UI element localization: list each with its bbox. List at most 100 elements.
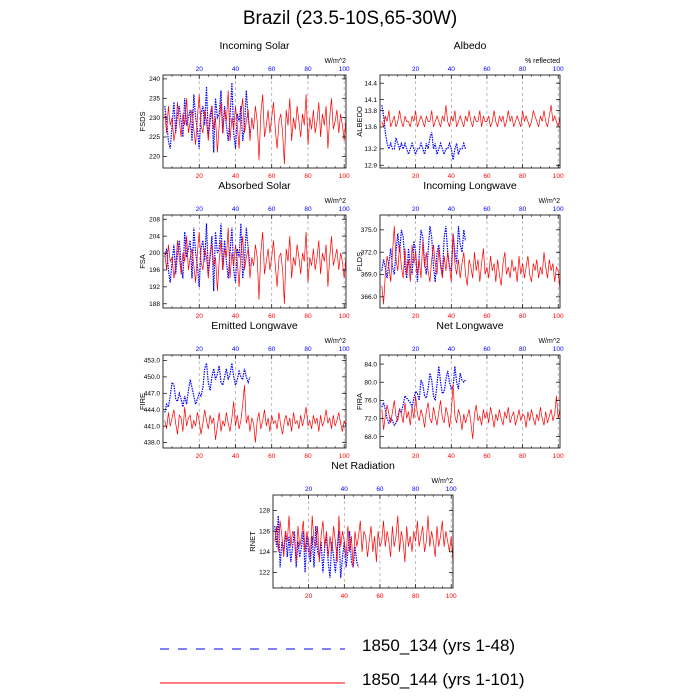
series-line-1850-144 xyxy=(381,226,561,305)
y-tick-label: 372.0 xyxy=(361,249,378,256)
y-axis-label: FSDS xyxy=(138,111,147,131)
panel-units: % reflected xyxy=(525,58,560,65)
y-axis-label: FSA xyxy=(138,254,147,269)
y-tick-label: 369.0 xyxy=(361,272,378,279)
y-tick-label: 200 xyxy=(149,250,160,257)
y-tick-label: 14.4 xyxy=(364,80,377,87)
x-tick-label-top: 40 xyxy=(232,206,240,213)
panel-title: Net Radiation xyxy=(331,460,395,472)
x-tick-label-top: 100 xyxy=(339,66,350,73)
x-tick-label-top: 20 xyxy=(196,66,204,73)
y-tick-label: 366.0 xyxy=(361,294,378,301)
plot-frame xyxy=(379,74,561,169)
x-tick-label-bottom: 40 xyxy=(341,593,349,600)
series-line-1850-134 xyxy=(164,363,251,413)
legend-entry-1850-134: 1850_134 (yrs 1-48) xyxy=(160,636,580,660)
y-tick-label: 240 xyxy=(149,76,160,83)
series-line-1850-144 xyxy=(164,385,347,443)
y-axis-label: FIRA xyxy=(355,393,364,410)
x-tick-label-bottom: 60 xyxy=(268,313,276,320)
x-tick-label-bottom: 100 xyxy=(553,453,564,460)
series-line-1850-144 xyxy=(274,515,454,568)
y-tick-label: 208 xyxy=(149,216,160,223)
plot-frame xyxy=(379,354,561,449)
y-tick-label: 80.0 xyxy=(364,379,377,386)
y-tick-label: 220 xyxy=(149,154,160,161)
x-tick-label-top: 100 xyxy=(446,486,457,493)
x-tick-label-bottom: 20 xyxy=(412,173,420,180)
x-tick-label-top: 80 xyxy=(412,486,420,493)
panel-units: W/m^2 xyxy=(431,478,453,485)
x-tick-label-top: 40 xyxy=(341,486,349,493)
x-tick-label-bottom: 60 xyxy=(483,173,491,180)
y-tick-label: 13.6 xyxy=(364,124,377,131)
x-tick-label-bottom: 60 xyxy=(268,173,276,180)
x-tick-label-bottom: 60 xyxy=(483,313,491,320)
panel-title: Net Longwave xyxy=(436,320,503,332)
y-tick-label: 441.0 xyxy=(144,423,161,430)
x-tick-label-top: 60 xyxy=(376,486,384,493)
plot-frame xyxy=(162,354,347,449)
x-tick-label-bottom: 40 xyxy=(232,313,240,320)
series-line-1850-134 xyxy=(381,105,467,160)
x-tick-label-bottom: 100 xyxy=(339,173,350,180)
x-tick-label-top: 40 xyxy=(232,66,240,73)
series-line-1850-144 xyxy=(164,227,347,304)
x-tick-label-bottom: 20 xyxy=(412,453,420,460)
x-tick-label-top: 60 xyxy=(483,206,491,213)
y-tick-label: 438.0 xyxy=(144,440,161,447)
x-tick-label-bottom: 100 xyxy=(339,453,350,460)
x-tick-label-bottom: 80 xyxy=(304,453,312,460)
panel-title: Absorbed Solar xyxy=(218,180,291,192)
y-tick-label: 13.8 xyxy=(364,108,377,115)
y-tick-label: 68.0 xyxy=(364,434,377,441)
y-tick-label: 76.0 xyxy=(364,398,377,405)
x-tick-label-bottom: 20 xyxy=(412,313,420,320)
y-tick-label: 375.0 xyxy=(361,227,378,234)
y-axis-label: ALBEDO xyxy=(355,106,364,137)
x-tick-label-top: 60 xyxy=(483,66,491,73)
y-tick-label: 12.9 xyxy=(364,162,377,169)
panel-units: W/m^2 xyxy=(324,198,346,205)
y-tick-label: 84.0 xyxy=(364,361,377,368)
y-tick-label: 453.0 xyxy=(144,358,161,365)
x-tick-label-top: 60 xyxy=(483,346,491,353)
y-axis-label: RNET xyxy=(248,531,257,552)
x-tick-label-top: 40 xyxy=(448,66,456,73)
panel-title: Emitted Longwave xyxy=(211,320,298,332)
x-tick-label-bottom: 20 xyxy=(196,173,204,180)
y-axis-label: FIRE xyxy=(138,393,147,410)
x-tick-label-bottom: 20 xyxy=(196,453,204,460)
panel-units: W/m^2 xyxy=(324,338,346,345)
series-line-1850-144 xyxy=(164,90,347,165)
y-tick-label: 225 xyxy=(149,134,160,141)
x-tick-label-bottom: 80 xyxy=(304,173,312,180)
y-tick-label: 235 xyxy=(149,95,160,102)
x-tick-label-bottom: 40 xyxy=(232,453,240,460)
x-tick-label-bottom: 80 xyxy=(519,313,527,320)
x-tick-label-bottom: 100 xyxy=(339,313,350,320)
y-tick-label: 126 xyxy=(259,528,270,535)
y-tick-label: 204 xyxy=(149,233,160,240)
x-tick-label-top: 100 xyxy=(339,206,350,213)
x-tick-label-top: 40 xyxy=(448,206,456,213)
x-tick-label-top: 20 xyxy=(196,346,204,353)
x-tick-label-top: 20 xyxy=(305,486,313,493)
y-tick-label: 230 xyxy=(149,115,160,122)
x-tick-label-top: 100 xyxy=(553,66,564,73)
x-tick-label-bottom: 100 xyxy=(446,593,457,600)
x-tick-label-top: 60 xyxy=(268,206,276,213)
legend-label: 1850_134 (yrs 1-48) xyxy=(362,636,516,655)
x-tick-label-top: 80 xyxy=(304,346,312,353)
x-tick-label-top: 100 xyxy=(339,346,350,353)
x-tick-label-bottom: 20 xyxy=(305,593,313,600)
legend-entry-1850-144: 1850_144 (yrs 1-101) xyxy=(160,670,580,694)
x-tick-label-bottom: 80 xyxy=(412,593,420,600)
y-tick-label: 124 xyxy=(259,549,270,556)
panel-title: Incoming Longwave xyxy=(423,180,517,192)
series-line-1850-134 xyxy=(274,515,360,578)
y-tick-label: 444.0 xyxy=(144,407,161,414)
y-tick-label: 128 xyxy=(259,508,270,515)
x-tick-label-top: 80 xyxy=(519,66,527,73)
